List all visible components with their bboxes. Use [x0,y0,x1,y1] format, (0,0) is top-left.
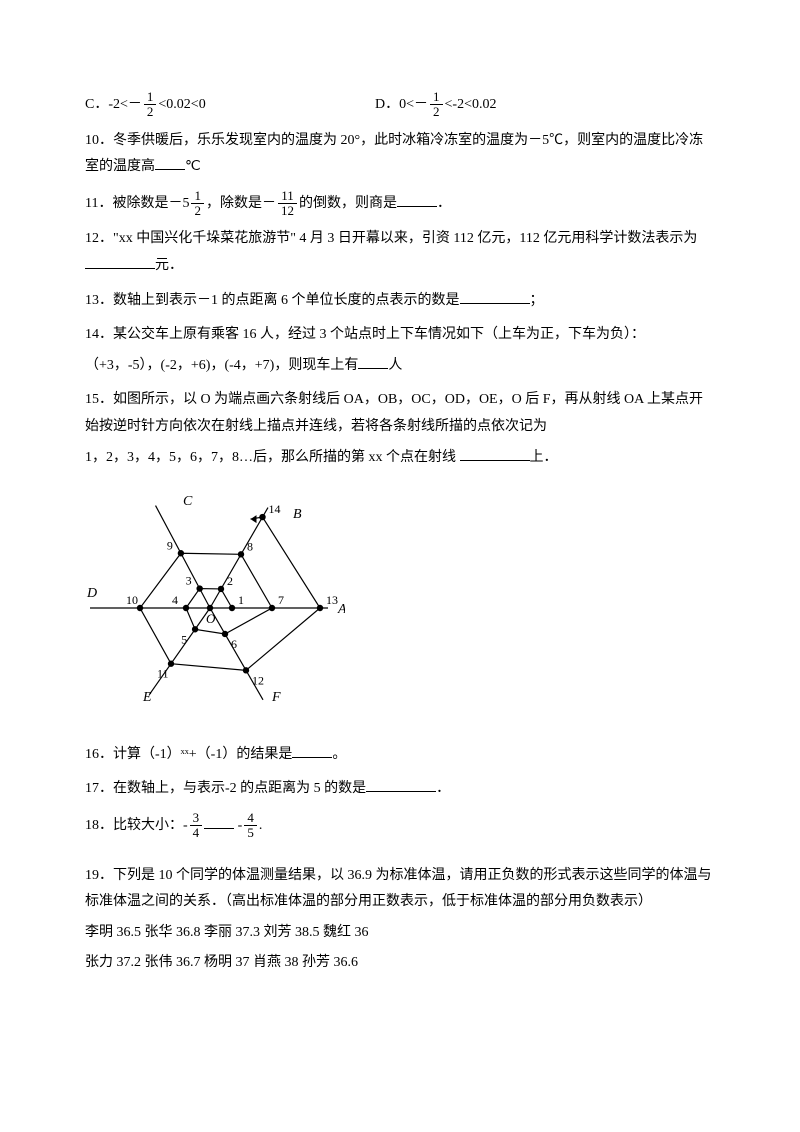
unit: ℃ [185,159,201,174]
question-15: 15．如图所示，以 O 为端点画六条射线后 OA，OB，OC，OD，OE，O 后… [85,387,715,471]
text: 16．计算（-1）ˣˣ+（-1）的结果是 [85,747,292,762]
svg-text:13: 13 [326,593,338,607]
question-16: 16．计算（-1）ˣˣ+（-1）的结果是 。 [85,742,715,769]
svg-text:11: 11 [157,667,169,681]
option-c-tail: <0.02<0 [158,97,205,112]
text: 张力 37.2 张伟 36.7 杨明 37 肖燕 38 孙芳 36.6 [85,950,715,977]
text: 1，2，3，4，5，6，7，8…后，那么所描的第 xx 个点在射线 [85,450,456,465]
svg-text:F: F [271,690,281,705]
question-11: 11．被除数是－512，除数是－1112的倒数，则商是 ． [85,189,715,219]
text: ，除数是－ [206,196,276,211]
svg-text:7: 7 [278,593,284,607]
blank [460,447,530,461]
ray-diagram-svg: ABCDEF1234567891011121314O [85,483,345,713]
fraction: 12 [191,189,204,219]
text: 李明 36.5 张华 36.8 李丽 37.3 刘芳 38.5 魏红 36 [85,920,715,947]
svg-text:4: 4 [172,593,178,607]
text: 12．"xx 中国兴化千垛菜花旅游节" 4 月 3 日开幕以来，引资 112 亿… [85,231,697,246]
fraction: 34 [190,811,203,841]
question-13: 13．数轴上到表示－1 的点距离 6 个单位长度的点表示的数是 ； [85,288,715,315]
blank [460,290,530,304]
text: （+3，-5），(-2，+6)，(-4，+7)，则现车上有 [85,358,358,373]
text: ． [437,196,451,211]
fraction: 12 [430,90,443,120]
svg-text:O: O [206,611,216,626]
svg-text:5: 5 [181,632,187,646]
text: 上． [530,450,558,465]
option-row: C．-2<－12<0.02<0 D．0<－12<-2<0.02 [85,90,715,120]
blank [366,778,436,792]
text: - [234,818,242,833]
text: 人 [388,358,402,373]
text: 的倒数，则商是 [299,196,397,211]
blank [85,255,155,269]
question-10: 10．冬季供暖后，乐乐发现室内的温度为 20°，此时冰箱冷冻室的温度为－5℃，则… [85,128,715,181]
svg-text:10: 10 [126,593,138,607]
option-c-label: C．-2<－ [85,97,142,112]
svg-text:A: A [337,602,345,617]
blank [155,156,185,170]
text: 。 [332,747,346,762]
svg-text:3: 3 [186,574,192,588]
text: 17．在数轴上，与表示-2 的点距离为 5 的数是 [85,781,366,796]
text: 13．数轴上到表示－1 的点距离 6 个单位长度的点表示的数是 [85,293,460,308]
svg-text:1: 1 [238,593,244,607]
blank [204,815,234,829]
option-d-label: D．0<－ [375,97,428,112]
text: 19．下列是 10 个同学的体温测量结果，以 36.9 为标准体温，请用正负数的… [85,863,715,916]
svg-text:C: C [183,494,193,509]
blank [292,744,332,758]
svg-text:2: 2 [227,574,233,588]
blank [397,193,437,207]
svg-text:12: 12 [252,673,264,687]
text: 18．比较大小：- [85,818,188,833]
question-19: 19．下列是 10 个同学的体温测量结果，以 36.9 为标准体温，请用正负数的… [85,863,715,977]
text: 11．被除数是－5 [85,196,189,211]
svg-text:9: 9 [167,538,173,552]
text: ； [530,293,544,308]
fraction: 45 [244,811,257,841]
question-18: 18．比较大小：-34 -45. [85,811,715,841]
text: ． [436,781,450,796]
option-c: C．-2<－12<0.02<0 [85,90,375,120]
option-d: D．0<－12<-2<0.02 [375,90,496,120]
ray-diagram: ABCDEF1234567891011121314O [85,483,715,724]
text: . [259,818,263,833]
text: 14．某公交车上原有乘客 16 人，经过 3 个站点时上下车情况如下（上车为正，… [85,322,715,349]
question-17: 17．在数轴上，与表示-2 的点距离为 5 的数是 ． [85,776,715,803]
svg-text:D: D [86,586,97,601]
svg-text:6: 6 [231,637,237,651]
svg-text:E: E [142,690,152,705]
svg-text:8: 8 [247,539,253,553]
svg-text:B: B [293,507,302,522]
text: 元． [155,258,183,273]
question-14: 14．某公交车上原有乘客 16 人，经过 3 个站点时上下车情况如下（上车为正，… [85,322,715,379]
question-12: 12．"xx 中国兴化千垛菜花旅游节" 4 月 3 日开幕以来，引资 112 亿… [85,226,715,279]
option-d-tail: <-2<0.02 [445,97,497,112]
blank [358,355,388,369]
fraction: 1112 [278,189,297,219]
fraction: 12 [144,90,157,120]
text: 15．如图所示，以 O 为端点画六条射线后 OA，OB，OC，OD，OE，O 后… [85,387,715,440]
svg-text:14: 14 [269,502,281,516]
